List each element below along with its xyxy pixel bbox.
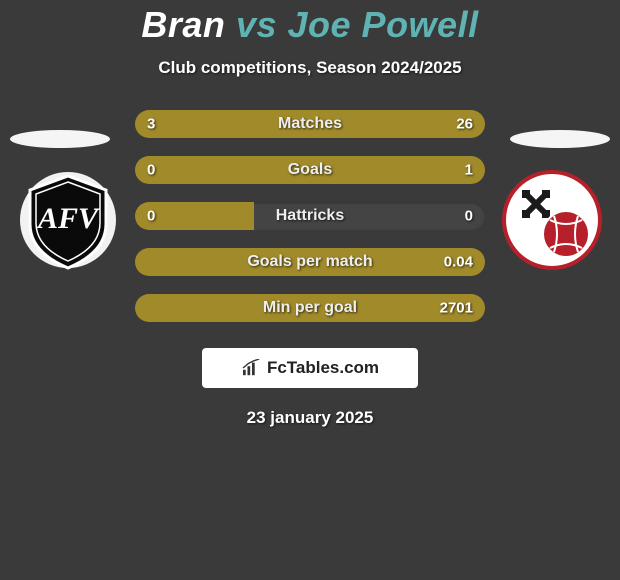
stats-container: 3 Matches 26 0 Goals 1 0 Hattricks 0 Goals per ma… [135, 110, 485, 322]
stat-label: Goals [288, 161, 332, 179]
page-title: Bran vs Joe Powell [141, 4, 478, 46]
vs-label: vs [236, 4, 277, 45]
club-badge-right [502, 168, 602, 272]
player2-shadow [510, 130, 610, 148]
svg-text:AFV: AFV [36, 202, 101, 235]
stat-label: Hattricks [276, 207, 344, 225]
stat-value-right: 26 [456, 116, 473, 133]
stat-row: 0 Goals 1 [135, 156, 485, 184]
site-logo: FcTables.com [202, 348, 418, 388]
subtitle: Club competitions, Season 2024/2025 [158, 58, 461, 78]
club-badge-left: AFV [18, 168, 118, 272]
comparison-date: 23 january 2025 [247, 408, 374, 428]
stat-label: Goals per match [247, 253, 372, 271]
stat-value-left: 3 [147, 116, 155, 133]
stat-value-right: 2701 [440, 300, 473, 317]
player2-name: Joe Powell [288, 4, 479, 45]
stat-value-right: 0.04 [444, 254, 473, 271]
player1-shadow [10, 130, 110, 148]
stat-row: 0 Hattricks 0 [135, 202, 485, 230]
site-name: FcTables.com [267, 358, 379, 378]
chart-icon [241, 359, 263, 377]
stat-row: 3 Matches 26 [135, 110, 485, 138]
player1-name: Bran [141, 4, 225, 45]
stat-value-right: 0 [465, 208, 473, 225]
stat-label: Min per goal [263, 299, 357, 317]
stat-label: Matches [278, 115, 342, 133]
stat-row: Goals per match 0.04 [135, 248, 485, 276]
stat-row: Min per goal 2701 [135, 294, 485, 322]
stat-value-left: 0 [147, 162, 155, 179]
stat-value-left: 0 [147, 208, 155, 225]
stat-value-right: 1 [465, 162, 473, 179]
